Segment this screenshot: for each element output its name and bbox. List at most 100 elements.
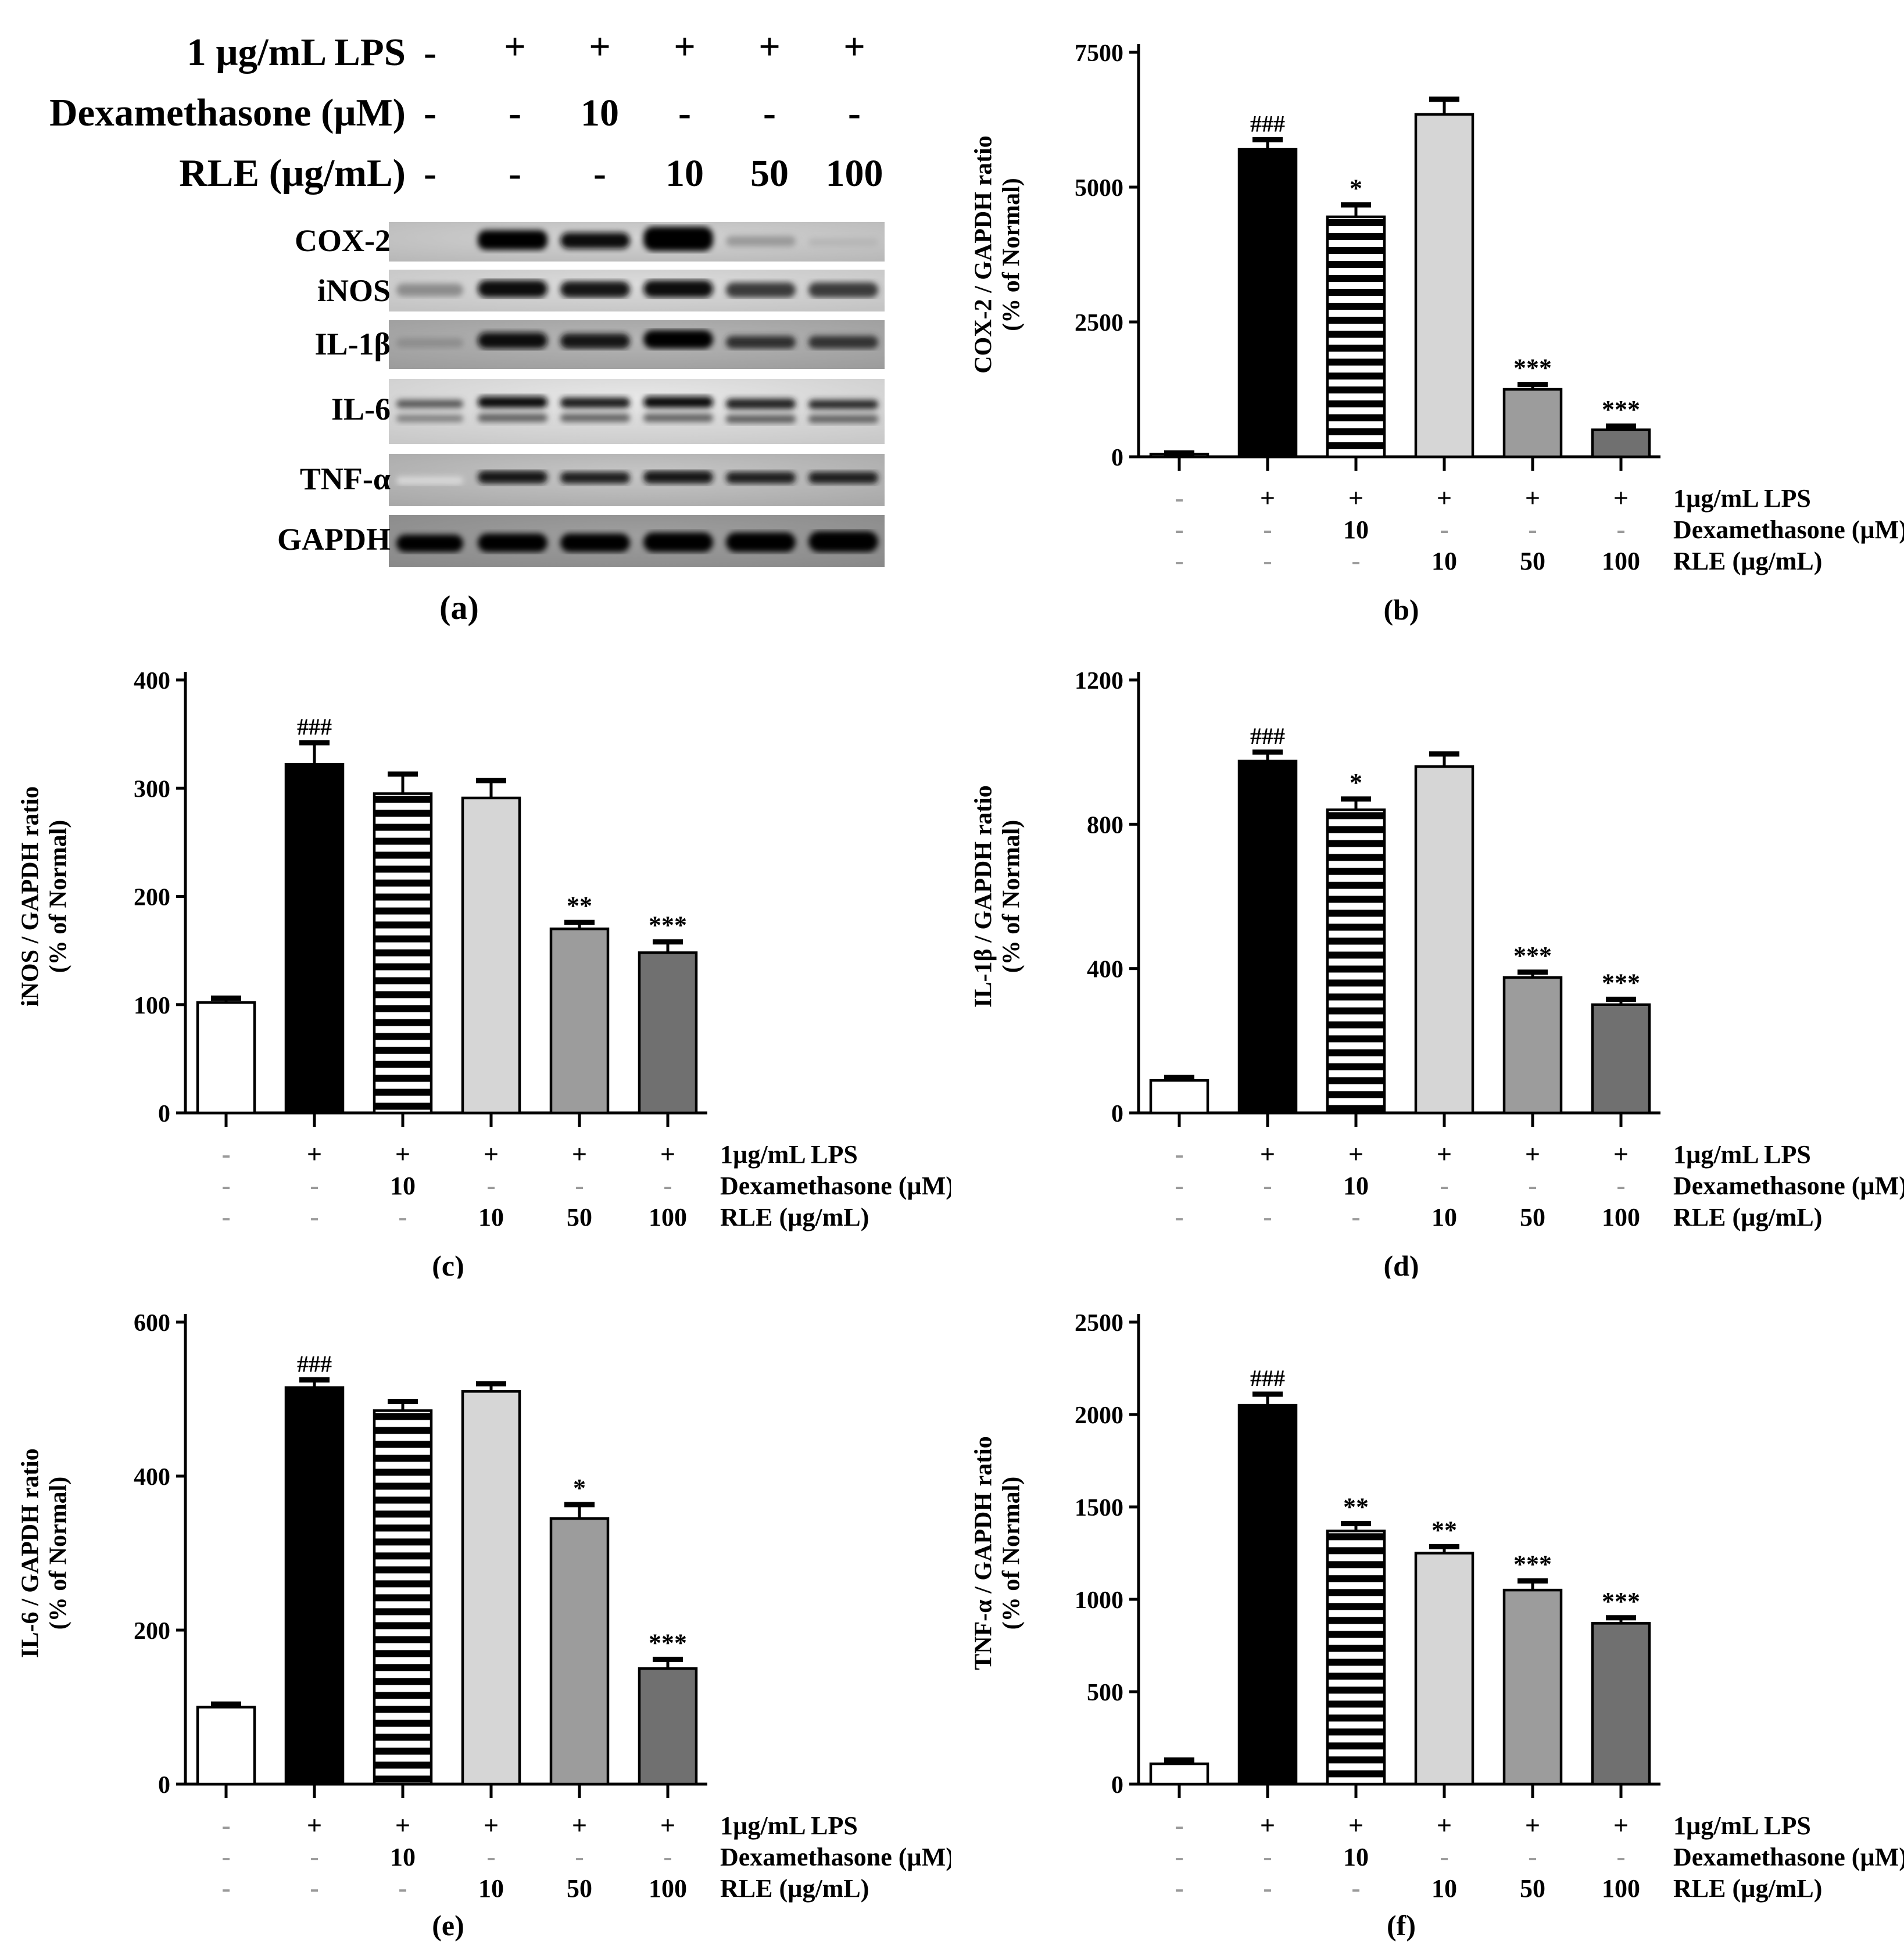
svg-text:IL-6: IL-6 [331, 392, 391, 427]
svg-text:-: - [221, 1139, 230, 1169]
svg-text:-: - [1175, 1170, 1183, 1200]
svg-text:###: ### [1250, 110, 1285, 137]
svg-text:-: - [221, 1170, 230, 1200]
svg-text:10: 10 [390, 1843, 416, 1871]
svg-text:-: - [1175, 546, 1183, 575]
svg-text:Dexamethasone (µM): Dexamethasone (µM) [1673, 515, 1904, 544]
svg-text:RLE (µg/mL): RLE (µg/mL) [720, 1203, 869, 1231]
svg-text:*: * [1350, 768, 1362, 797]
svg-text:0: 0 [1111, 1101, 1123, 1127]
svg-text:(e): (e) [432, 1909, 464, 1942]
svg-text:Dexamethasone (µM): Dexamethasone (µM) [720, 1843, 951, 1871]
svg-text:###: ### [1250, 1365, 1285, 1391]
svg-text:-: - [663, 1170, 672, 1200]
svg-text:-: - [1440, 514, 1448, 544]
svg-text:300: 300 [134, 776, 170, 803]
svg-text:200: 200 [134, 1618, 170, 1645]
svg-text:COX-2: COX-2 [295, 223, 391, 258]
svg-text:10: 10 [1431, 547, 1457, 575]
svg-text:+: + [572, 1810, 587, 1840]
svg-text:(a): (a) [439, 589, 479, 626]
svg-text:Dexamethasone (µM): Dexamethasone (µM) [1673, 1172, 1904, 1200]
svg-text:-: - [221, 1842, 230, 1871]
svg-text:**: ** [1431, 1516, 1457, 1544]
svg-text:(% of Normal): (% of Normal) [998, 820, 1025, 973]
svg-text:+: + [1525, 1139, 1540, 1169]
svg-text:-: - [848, 92, 861, 134]
svg-text:-: - [310, 1873, 318, 1903]
svg-text:+: + [1260, 483, 1275, 513]
svg-text:+: + [307, 1139, 322, 1169]
svg-text:(% of Normal): (% of Normal) [998, 178, 1025, 331]
svg-text:-: - [221, 1202, 230, 1231]
svg-text:+: + [1437, 1810, 1452, 1840]
svg-text:+: + [504, 26, 526, 68]
svg-text:50: 50 [567, 1874, 592, 1903]
svg-text:1000: 1000 [1075, 1587, 1123, 1614]
svg-text:100: 100 [649, 1203, 687, 1231]
svg-text:-: - [1351, 1873, 1360, 1903]
svg-text:400: 400 [134, 1464, 170, 1491]
svg-text:(d): (d) [1383, 1249, 1419, 1279]
svg-text:-: - [678, 92, 691, 134]
svg-text:+: + [1525, 1810, 1540, 1840]
svg-text:(% of Normal): (% of Normal) [45, 1477, 71, 1630]
svg-text:200: 200 [134, 885, 170, 911]
svg-text:50: 50 [750, 152, 789, 195]
svg-text:0: 0 [158, 1772, 170, 1799]
svg-text:10: 10 [1343, 515, 1369, 544]
svg-text:+: + [1260, 1139, 1275, 1169]
svg-text:-: - [486, 1842, 495, 1871]
svg-text:+: + [1348, 1139, 1363, 1169]
svg-text:iNOS / GAPDH ratio: iNOS / GAPDH ratio [17, 786, 44, 1007]
svg-text:***: *** [1513, 1550, 1552, 1578]
svg-text:10: 10 [665, 152, 704, 195]
svg-text:+: + [758, 26, 781, 68]
svg-text:+: + [572, 1139, 587, 1169]
svg-text:-: - [486, 1170, 495, 1200]
svg-text:-: - [1351, 546, 1360, 575]
svg-text:-: - [763, 92, 776, 134]
svg-text:1500: 1500 [1075, 1495, 1123, 1521]
svg-text:-: - [593, 152, 606, 195]
svg-text:(% of Normal): (% of Normal) [45, 820, 71, 973]
svg-text:-: - [509, 152, 521, 195]
svg-text:*: * [573, 1474, 586, 1502]
svg-text:TNF-α / GAPDH ratio: TNF-α / GAPDH ratio [970, 1436, 997, 1670]
svg-text:-: - [1175, 1139, 1183, 1169]
svg-text:-: - [1263, 1202, 1272, 1231]
svg-text:***: *** [1602, 395, 1640, 424]
svg-text:7500: 7500 [1075, 40, 1123, 67]
svg-text:-: - [310, 1202, 318, 1231]
svg-text:-: - [1175, 514, 1183, 544]
svg-text:1µg/mL LPS: 1µg/mL LPS [720, 1140, 858, 1169]
svg-text:**: ** [1343, 1493, 1369, 1521]
svg-text:###: ### [297, 714, 332, 740]
svg-text:50: 50 [1520, 547, 1545, 575]
svg-text:-: - [1528, 514, 1537, 544]
svg-text:RLE (µg/mL): RLE (µg/mL) [1673, 1203, 1822, 1231]
svg-text:-: - [221, 1873, 230, 1903]
svg-text:100: 100 [134, 993, 170, 1019]
svg-text:+: + [1613, 483, 1629, 513]
svg-text:(% of Normal): (% of Normal) [998, 1477, 1025, 1630]
svg-text:-: - [1440, 1842, 1448, 1871]
svg-text:TNF-α: TNF-α [300, 461, 391, 496]
svg-text:10: 10 [478, 1874, 504, 1903]
svg-text:-: - [310, 1842, 318, 1871]
svg-text:-: - [1175, 1873, 1183, 1903]
svg-text:***: *** [1602, 968, 1640, 997]
svg-text:-: - [1263, 546, 1272, 575]
svg-text:10: 10 [1431, 1874, 1457, 1903]
svg-text:-: - [575, 1170, 584, 1200]
svg-text:***: *** [649, 1628, 687, 1657]
svg-text:1µg/mL LPS: 1µg/mL LPS [1673, 1140, 1811, 1169]
svg-text:10: 10 [1343, 1843, 1369, 1871]
svg-text:-: - [1263, 1842, 1272, 1871]
svg-text:+: + [589, 26, 611, 68]
svg-text:###: ### [1250, 723, 1285, 749]
svg-text:***: *** [1513, 354, 1552, 382]
svg-text:2000: 2000 [1075, 1402, 1123, 1429]
svg-text:-: - [1616, 1170, 1625, 1200]
svg-text:+: + [1437, 1139, 1452, 1169]
